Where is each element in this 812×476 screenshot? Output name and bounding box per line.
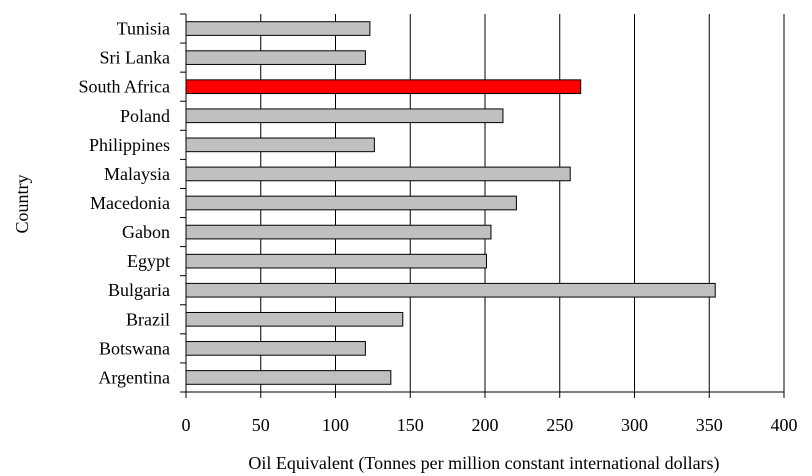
- bar-macedonia: [185, 195, 517, 211]
- axes: [180, 13, 785, 398]
- x-tick-label: 200: [472, 415, 499, 435]
- category-label: Poland: [120, 106, 170, 126]
- x-tick-label: 0: [182, 415, 191, 435]
- bar-gabon: [185, 224, 492, 240]
- bar-malaysia: [185, 166, 571, 182]
- bar-bulgaria: [185, 282, 716, 298]
- category-label: Gabon: [122, 222, 170, 242]
- category-label: Tunisia: [117, 19, 170, 39]
- category-label: Sri Lanka: [100, 48, 170, 68]
- category-label: Macedonia: [90, 193, 170, 213]
- x-tick-labels: 0 50 100 150 200 250 300 350 400: [182, 415, 798, 435]
- category-label: Philippines: [89, 135, 170, 155]
- bar-philippines: [185, 137, 375, 153]
- category-label: Bulgaria: [108, 280, 170, 300]
- category-label: Argentina: [98, 367, 170, 387]
- bar-egypt: [185, 253, 487, 269]
- bar-brazil: [185, 311, 404, 327]
- x-tick-label: 50: [252, 415, 270, 435]
- x-tick-label: 400: [771, 415, 798, 435]
- bar-south-africa: [185, 79, 582, 95]
- y-axis-title: Country: [12, 174, 32, 233]
- x-tick-label: 250: [546, 415, 573, 435]
- x-tick-label: 100: [322, 415, 349, 435]
- category-label: Brazil: [126, 309, 170, 329]
- bar-argentina: [185, 370, 392, 385]
- category-label: Malaysia: [104, 164, 170, 184]
- x-tick-label: 350: [696, 415, 723, 435]
- category-labels: Tunisia Sri Lanka South Africa Poland Philip…: [79, 19, 171, 388]
- x-tick-label: 300: [621, 415, 648, 435]
- x-tick-label: 150: [397, 415, 424, 435]
- bar-tunisia: [185, 21, 371, 36]
- category-label: Egypt: [127, 251, 170, 271]
- bar-poland: [185, 108, 504, 124]
- bars: [185, 21, 716, 385]
- bar-sri-lanka: [185, 50, 366, 65]
- x-axis-title: Oil Equivalent (Tonnes per million const…: [248, 453, 719, 474]
- category-label: Botswana: [99, 338, 170, 358]
- category-label: South Africa: [79, 77, 171, 97]
- bar-botswana: [185, 341, 366, 356]
